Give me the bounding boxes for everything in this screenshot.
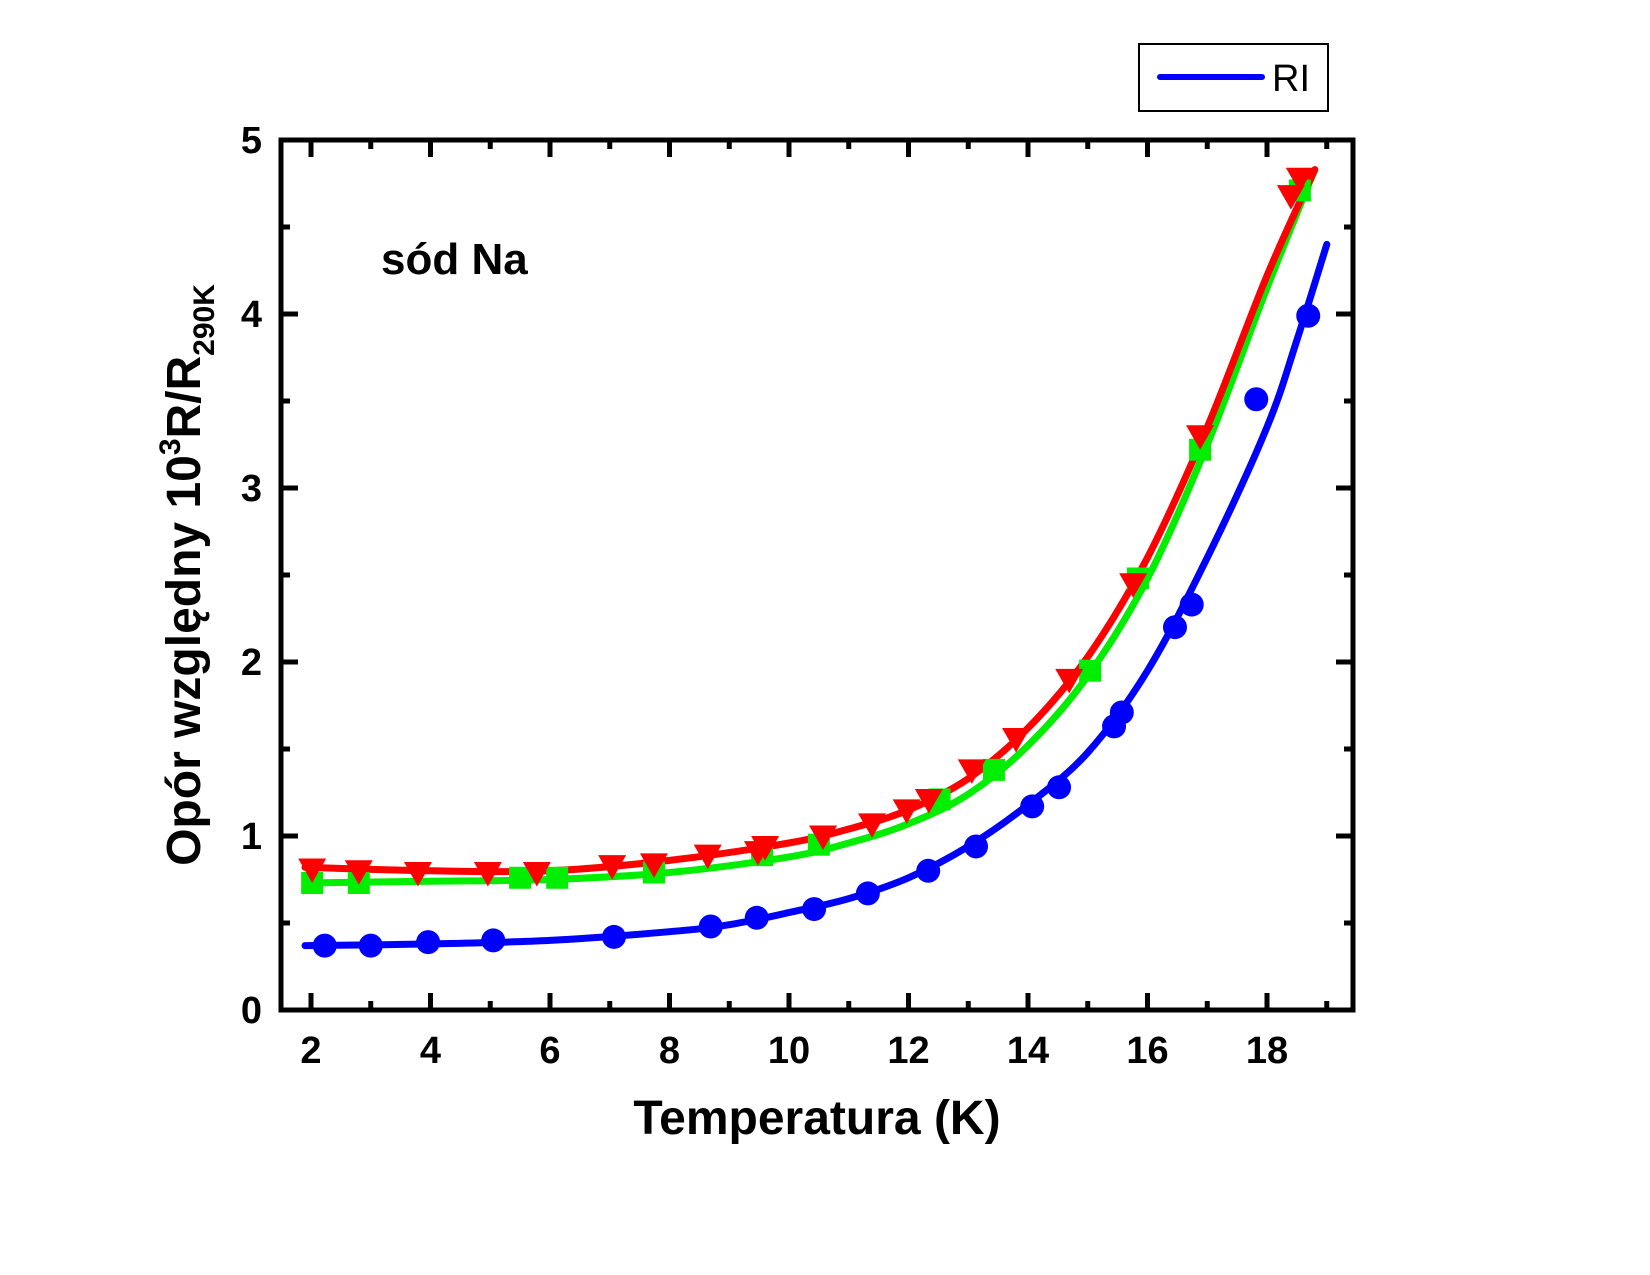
y-tick-label: 4 bbox=[241, 294, 262, 336]
data-point-triangle bbox=[598, 855, 627, 880]
data-point-triangle bbox=[957, 759, 986, 784]
data-point-circle bbox=[1162, 615, 1187, 640]
y-tick-label: 5 bbox=[241, 120, 262, 162]
y-tick-label: 2 bbox=[241, 642, 262, 684]
data-point-triangle bbox=[1285, 167, 1314, 193]
data-point-square bbox=[1079, 659, 1102, 682]
x-axis-title: Temperatura (K) bbox=[633, 1092, 1000, 1145]
data-point-circle bbox=[855, 881, 880, 906]
data-point-circle bbox=[601, 924, 626, 949]
data-point-circle bbox=[802, 897, 827, 922]
data-point-triangle bbox=[693, 844, 722, 870]
data-point-triangle bbox=[473, 862, 502, 887]
x-tick-label: 4 bbox=[420, 1030, 441, 1072]
data-point-square bbox=[546, 866, 569, 889]
x-tick-label: 6 bbox=[539, 1030, 560, 1072]
y-axis-title-sup: 3 bbox=[154, 438, 187, 455]
x-tick-label: 8 bbox=[659, 1030, 680, 1072]
y-tick-label: 0 bbox=[241, 990, 262, 1032]
data-point-circle bbox=[416, 930, 441, 955]
annotation-label: sód Na bbox=[381, 235, 528, 284]
data-point-circle bbox=[916, 858, 941, 883]
data-point-triangle bbox=[914, 788, 943, 814]
data-point-triangle bbox=[1186, 425, 1215, 450]
data-point-circle bbox=[1047, 775, 1072, 800]
data-point-triangle bbox=[403, 862, 432, 887]
x-tick-label: 2 bbox=[300, 1030, 321, 1072]
data-point-triangle bbox=[298, 858, 327, 884]
data-point-triangle bbox=[858, 813, 887, 838]
x-tick-label: 18 bbox=[1246, 1030, 1288, 1072]
data-point-triangle bbox=[1119, 573, 1148, 598]
x-tick-label: 12 bbox=[887, 1030, 929, 1072]
data-point-circle bbox=[744, 905, 769, 930]
x-tick-label: 16 bbox=[1126, 1030, 1168, 1072]
data-point-circle bbox=[698, 914, 723, 939]
data-point-circle bbox=[1296, 303, 1321, 328]
data-markers bbox=[298, 167, 1321, 958]
data-point-triangle bbox=[751, 835, 780, 861]
data-point-circle bbox=[1244, 387, 1269, 412]
y-axis-title: Opór względny 103R/R290K bbox=[154, 284, 221, 866]
y-axis-title-sub: 290K bbox=[188, 284, 221, 356]
data-point-triangle bbox=[1002, 728, 1031, 753]
data-point-triangle bbox=[892, 799, 921, 824]
data-point-triangle bbox=[1276, 185, 1305, 210]
data-point-circle bbox=[481, 928, 506, 953]
data-point-triangle bbox=[344, 860, 373, 885]
legend-label: RI bbox=[1272, 58, 1310, 100]
data-point-circle bbox=[964, 834, 989, 859]
y-tick-label: 1 bbox=[241, 816, 262, 858]
x-tick-label: 10 bbox=[768, 1030, 810, 1072]
y-axis-title-prefix: Opór względny 10 bbox=[158, 455, 211, 866]
data-point-triangle bbox=[639, 853, 668, 878]
data-point-circle bbox=[1109, 700, 1134, 725]
data-point-circle bbox=[1020, 794, 1045, 819]
data-point-square bbox=[509, 866, 532, 889]
data-point-triangle bbox=[1055, 668, 1084, 694]
data-point-triangle bbox=[809, 825, 838, 850]
x-tick-label: 14 bbox=[1007, 1030, 1049, 1072]
data-point-circle bbox=[358, 933, 383, 958]
y-axis-title-mid: R/R bbox=[158, 356, 211, 439]
data-point-circle bbox=[312, 933, 337, 958]
legend: RI bbox=[1138, 43, 1329, 112]
data-point-square bbox=[982, 758, 1005, 781]
data-point-triangle bbox=[522, 862, 551, 887]
axis-ticks bbox=[281, 137, 1353, 1013]
data-point-circle bbox=[1179, 592, 1204, 617]
y-tick-label: 3 bbox=[241, 468, 262, 510]
